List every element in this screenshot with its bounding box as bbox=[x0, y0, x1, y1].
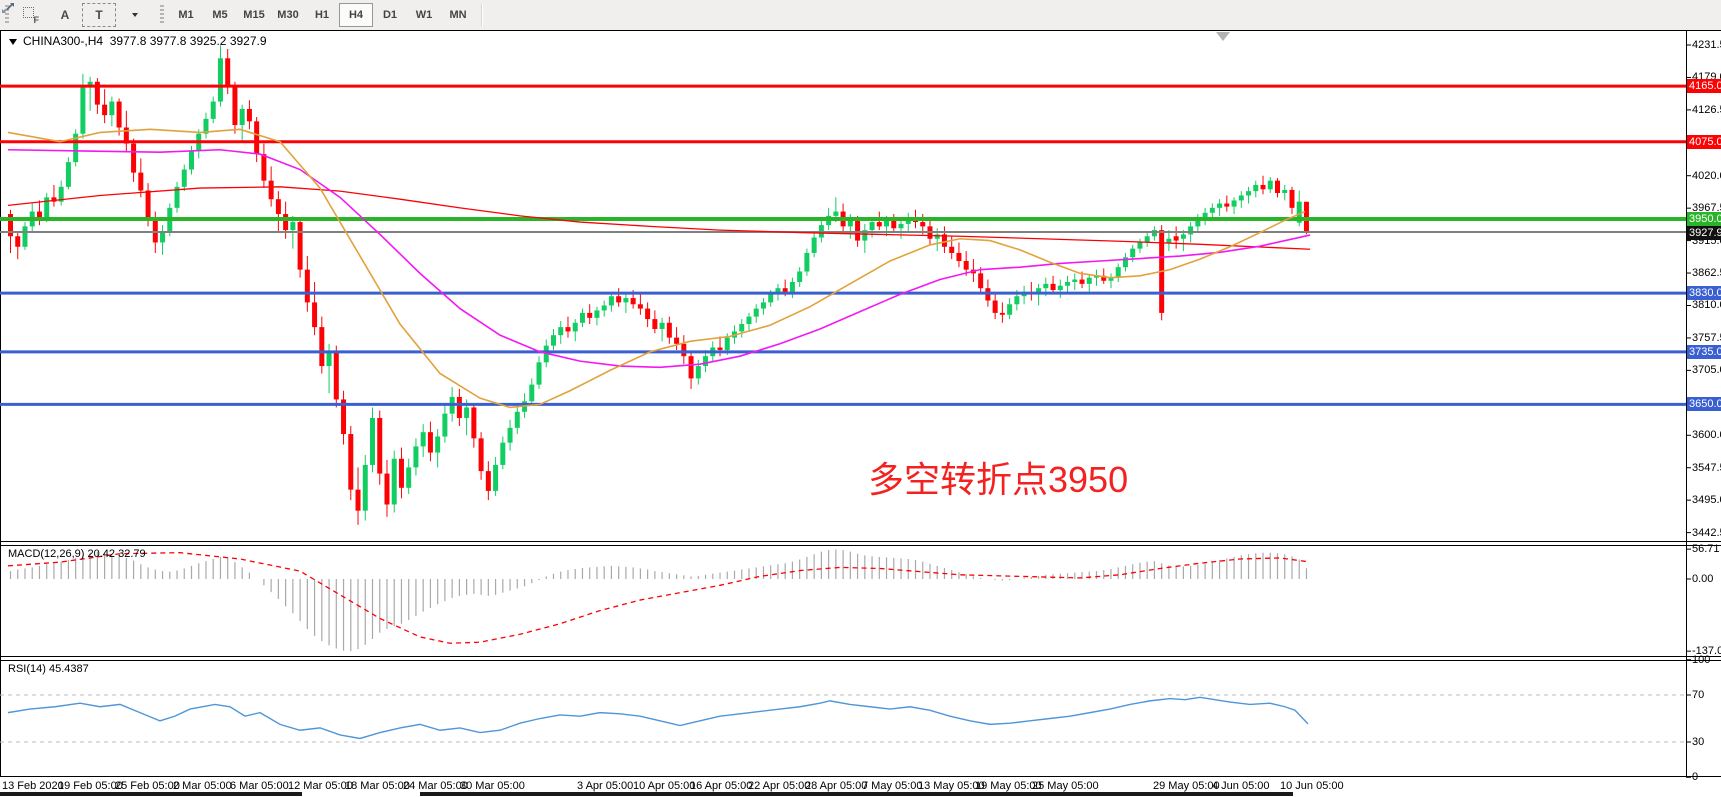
price-tick-label: 3757.5 bbox=[1692, 331, 1721, 344]
date-label: 25 Feb 05:00 bbox=[115, 780, 180, 792]
date-label: 28 Apr 05:00 bbox=[805, 780, 868, 792]
date-label: 25 May 05:00 bbox=[1032, 780, 1099, 792]
date-label: 12 Mar 05:00 bbox=[288, 780, 353, 792]
tab-timeframe-h4[interactable]: H4 bbox=[339, 3, 373, 27]
price-tick-label: 3547.5 bbox=[1692, 461, 1721, 474]
date-label: 16 Apr 05:00 bbox=[690, 780, 753, 792]
date-label: 24 Mar 05:00 bbox=[403, 780, 468, 792]
fractals-tool-button[interactable]: F bbox=[14, 3, 48, 27]
scrollbar-segment[interactable] bbox=[0, 792, 302, 796]
price-tick-label: 3862.5 bbox=[1692, 267, 1721, 280]
price-tick-label: 3495.0 bbox=[1692, 494, 1721, 507]
date-label: 3 Apr 05:00 bbox=[577, 780, 634, 792]
scrollbar-segment[interactable] bbox=[420, 792, 1293, 796]
price-badge: 3650.0 bbox=[1687, 397, 1721, 412]
date-label: 19 Feb 05:00 bbox=[58, 780, 123, 792]
date-label: 30 Mar 05:00 bbox=[460, 780, 525, 792]
toolbar-grip-2[interactable] bbox=[160, 5, 164, 25]
macd-axis-label: 0.00 bbox=[1692, 573, 1714, 585]
price-badge: 4165.0 bbox=[1687, 79, 1721, 94]
tab-timeframe-m5[interactable]: M5 bbox=[212, 9, 228, 21]
date-label: 18 Mar 05:00 bbox=[345, 780, 410, 792]
chart-workspace[interactable]: CHINA300-,H4 3977.8 3977.8 3925.2 3927.9… bbox=[0, 30, 1721, 797]
date-label: 2 Mar 05:00 bbox=[173, 780, 232, 792]
rsi-indicator-label: RSI(14) 45.4387 bbox=[8, 663, 89, 675]
price-tick-label: 3600.0 bbox=[1692, 429, 1721, 442]
macd-main-value: 20.42 bbox=[87, 548, 116, 560]
macd-axis-label: -137.01 bbox=[1692, 645, 1721, 658]
price-tick-label: 3810.0 bbox=[1692, 299, 1721, 312]
toolbar: F A T M1 M5 M15 M30 H1 H4 D1 W1 MN bbox=[0, 0, 1721, 30]
tab-timeframe-mn[interactable]: MN bbox=[449, 9, 467, 21]
date-label: 13 Feb 2020 bbox=[2, 780, 64, 792]
macd-indicator-label: MACD(12,26,9) 20.42 32.79 bbox=[8, 548, 146, 560]
date-label: 29 May 05:00 bbox=[1153, 780, 1220, 792]
arrows-icon bbox=[2, 3, 14, 13]
price-tick-label: 4020.0 bbox=[1692, 169, 1721, 182]
date-label: 22 Apr 05:00 bbox=[748, 780, 811, 792]
price-badge: 3950.0 bbox=[1687, 211, 1721, 226]
scrollbar-segment[interactable] bbox=[302, 792, 420, 796]
toolbar-separator bbox=[481, 4, 483, 26]
macd-signal-value: 32.79 bbox=[118, 548, 146, 560]
arrow-label-tool-button[interactable]: A bbox=[60, 8, 70, 22]
rsi-axis-label: 0 bbox=[1692, 771, 1699, 784]
rsi-axis-label: 30 bbox=[1692, 736, 1705, 748]
price-tick-label: 3442.5 bbox=[1692, 526, 1721, 539]
tab-timeframe-m15[interactable]: M15 bbox=[243, 9, 265, 21]
arrows-dropdown-button[interactable] bbox=[2, 3, 150, 27]
tab-timeframe-m1[interactable]: M1 bbox=[178, 9, 194, 21]
chart-dropdown-icon[interactable] bbox=[9, 39, 17, 45]
macd-axis-label: 56.71 bbox=[1692, 543, 1720, 556]
chart-title: CHINA300-,H4 3977.8 3977.8 3925.2 3927.9 bbox=[9, 34, 267, 48]
date-label: 4 Jun 05:00 bbox=[1212, 780, 1270, 792]
rsi-value: 45.4387 bbox=[48, 663, 89, 675]
symbol-period-label: CHINA300-,H4 bbox=[23, 34, 104, 48]
date-label: 6 Mar 05:00 bbox=[230, 780, 289, 792]
price-badge: 3927.9 bbox=[1687, 225, 1721, 240]
chevron-down-icon bbox=[132, 13, 138, 17]
price-badge: 3830.0 bbox=[1687, 286, 1721, 301]
price-badge: 4075.0 bbox=[1687, 134, 1721, 149]
date-label: 7 May 05:00 bbox=[862, 780, 923, 792]
tab-timeframe-w1[interactable]: W1 bbox=[415, 9, 433, 21]
price-tick-label: 3967.5 bbox=[1692, 202, 1721, 215]
tab-timeframe-m30[interactable]: M30 bbox=[277, 9, 299, 21]
rsi-axis-label: 100 bbox=[1692, 653, 1711, 666]
chart-canvas[interactable] bbox=[0, 30, 1721, 797]
date-label: 10 Apr 05:00 bbox=[633, 780, 696, 792]
tab-timeframe-d1[interactable]: D1 bbox=[382, 9, 398, 21]
date-label: 19 May 05:00 bbox=[975, 780, 1042, 792]
ohlc-values: 3977.8 3977.8 3925.2 3927.9 bbox=[109, 34, 267, 48]
price-tick-label: 3705.0 bbox=[1692, 364, 1721, 377]
chart-text-annotation: 多空转折点3950 bbox=[868, 459, 1129, 500]
price-tick-label: 4231.5 bbox=[1692, 39, 1721, 51]
toolbar-grip[interactable] bbox=[5, 5, 9, 25]
date-label: 13 May 05:00 bbox=[918, 780, 985, 792]
rsi-axis-label: 70 bbox=[1692, 689, 1705, 701]
dotted-grid-icon: F bbox=[23, 7, 39, 25]
date-label: 10 Jun 05:00 bbox=[1280, 780, 1344, 792]
text-tool-button[interactable]: T bbox=[82, 3, 116, 27]
price-tick-label: 4126.5 bbox=[1692, 103, 1721, 116]
tab-timeframe-h1[interactable]: H1 bbox=[314, 9, 330, 21]
price-badge: 3735.0 bbox=[1687, 344, 1721, 359]
